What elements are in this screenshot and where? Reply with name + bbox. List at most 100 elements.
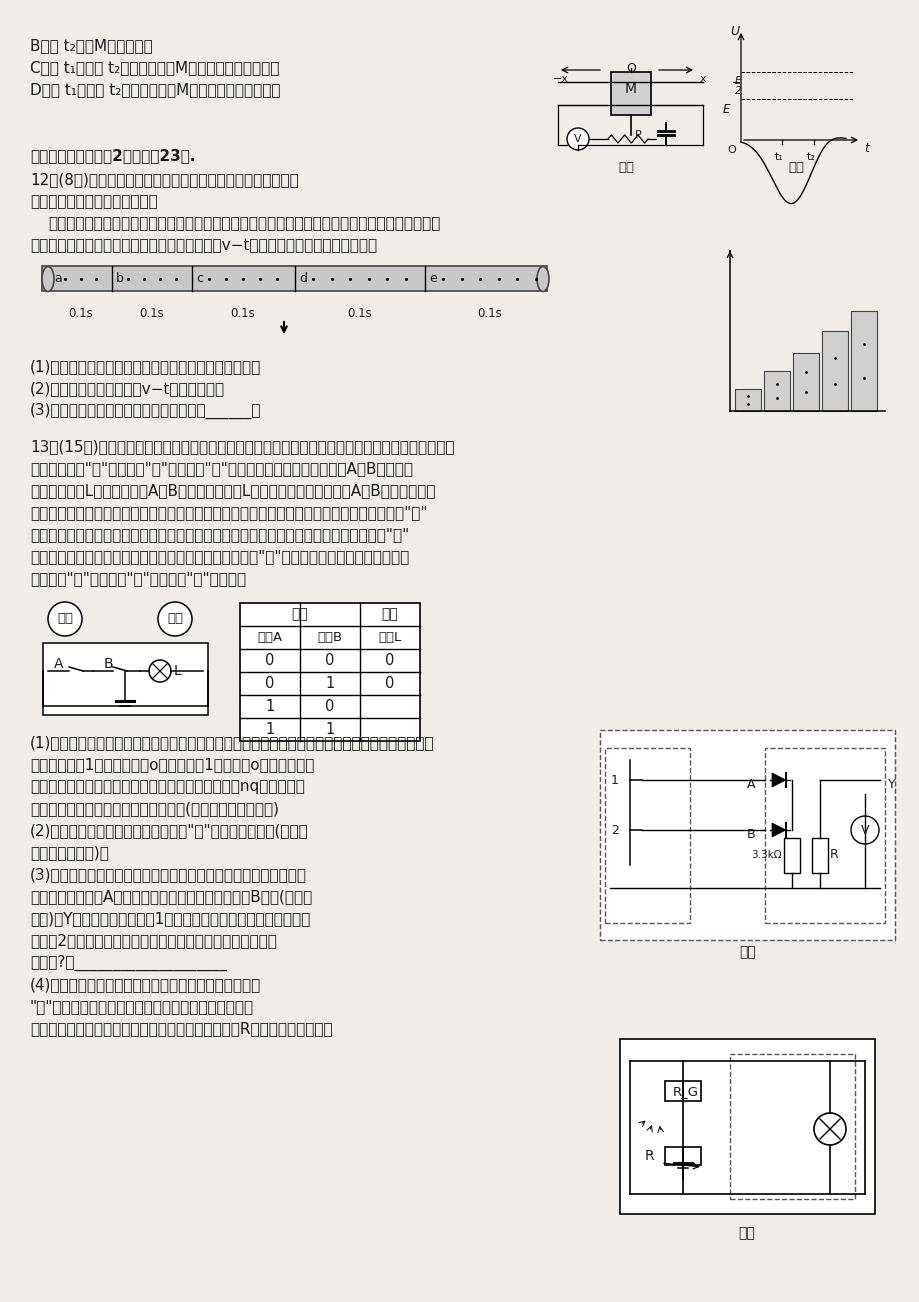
Text: 三、实验题：本题共2小题。共23分.: 三、实验题：本题共2小题。共23分. [30, 148, 196, 163]
Text: 图丙: 图丙 [738, 1226, 754, 1240]
Text: C．在 t₁时刻到 t₂时刻时间内，M的加速度先减小后增大: C．在 t₁时刻到 t₂时刻时间内，M的加速度先减小后增大 [30, 60, 279, 76]
Text: 逻辑关系；输出状态和输入状态呈相反的逻辑关系，叫做"非"逻辑。能实现三种逻辑关系的电: 逻辑关系；输出状态和输入状态呈相反的逻辑关系，叫做"非"逻辑。能实现三种逻辑关系… [30, 549, 409, 564]
Text: 0: 0 [385, 654, 394, 668]
Text: 图乙: 图乙 [788, 161, 803, 174]
Text: 路分别叫"与"门电路、"或"门电路和"非"门电路。: 路分别叫"与"门电路、"或"门电路和"非"门电路。 [30, 572, 246, 586]
Text: 0.1s: 0.1s [69, 307, 93, 320]
Text: 0: 0 [265, 654, 275, 668]
Bar [240, 603, 420, 741]
Text: (4)逻辑电路在电子线路中有着重要的应用。某同学利用: (4)逻辑电路在电子线路中有着重要的应用。某同学利用 [30, 976, 261, 992]
Text: P: P [634, 130, 641, 141]
Text: t₂: t₂ [806, 152, 814, 161]
Text: U: U [730, 25, 739, 38]
Text: B: B [103, 658, 113, 671]
Ellipse shape [42, 267, 54, 292]
Text: M: M [624, 82, 636, 96]
Text: (2)利用图甲中器材，设计一种能表达"或"逻辑关系的电路(画在答: (2)利用图甲中器材，设计一种能表达"或"逻辑关系的电路(画在答 [30, 823, 309, 838]
Text: 2: 2 [610, 823, 618, 836]
Bar [42, 266, 547, 292]
Polygon shape [771, 773, 785, 786]
Text: 1: 1 [610, 773, 618, 786]
Text: 字描述了各种控制条件的组合及其控制结果，这种表nq真值表。根: 字描述了各种控制条件的组合及其控制结果，这种表nq真值表。根 [30, 779, 304, 794]
Text: 条件: 条件 [57, 612, 73, 625]
Text: 0: 0 [265, 676, 275, 691]
Bar [619, 1039, 874, 1213]
Text: 0: 0 [325, 699, 335, 713]
Text: R: R [643, 1148, 653, 1163]
Text: O: O [626, 62, 635, 76]
Text: Y: Y [887, 779, 895, 792]
Bar [811, 838, 827, 874]
Text: 13．(15分)现代数字电路的基本单元是逻辑电路，逻辑电路中最基本的电路叫做门电路。门电路共有: 13．(15分)现代数字电路的基本单元是逻辑电路，逻辑电路中最基本的电路叫做门电… [30, 439, 454, 454]
Text: 12．(8分)某同学做《测定匀变速直线运动的加速度》实验得到: 12．(8分)某同学做《测定匀变速直线运动的加速度》实验得到 [30, 172, 299, 187]
Text: x: x [699, 74, 706, 85]
Text: 让路灯自动接通；天亮了，让路灯自动熄灭。图丙中R是一个光敏电阻，当: 让路灯自动接通；天亮了，让路灯自动熄灭。图丙中R是一个光敏电阻，当 [30, 1021, 333, 1036]
Bar [729, 1055, 854, 1199]
Text: 路，接2时没有电压输入。请判断右边虚线框内表示的是何种: 路，接2时没有电压输入。请判断右边虚线框内表示的是何种 [30, 934, 277, 948]
Text: B: B [745, 828, 754, 841]
Text: 1: 1 [325, 723, 335, 737]
Text: 画出)，Y是输出端。当开关接1时，信号源将一个信号电压接入门电: 画出)，Y是输出端。当开关接1时，信号源将一个信号电压接入门电 [30, 911, 310, 926]
Text: 0.1s: 0.1s [140, 307, 165, 320]
Text: 开关A: 开关A [257, 631, 282, 644]
Text: R_G: R_G [673, 1085, 698, 1098]
Text: d: d [299, 272, 307, 285]
Text: t: t [863, 142, 868, 155]
Text: b: b [116, 272, 124, 285]
Text: (3)实用的门电路是用半导体材料制成的。图乙中左边虚线框内是一: (3)实用的门电路是用半导体材料制成的。图乙中左边虚线框内是一 [30, 867, 307, 881]
Bar [605, 749, 689, 923]
Text: 灯泡L: 灯泡L [378, 631, 402, 644]
Text: 条件: 条件 [291, 608, 308, 621]
Text: −x: −x [552, 74, 568, 85]
Text: 个信号源，准备从A接入门电路，另一个相同的信号从B接入(图中未: 个信号源，准备从A接入门电路，另一个相同的信号从B接入(图中未 [30, 889, 312, 904]
Bar [664, 1147, 700, 1165]
Text: 时间间隔取连续的几段位移，从它们的分界点将纸带剪断，将剪得的几段纸带按图所示顺序贴在坐: 时间间隔取连续的几段位移，从它们的分界点将纸带剪断，将剪得的几段纸带按图所示顺序… [48, 216, 440, 230]
Text: 结果: 结果 [381, 608, 398, 621]
Text: 1: 1 [265, 699, 275, 713]
Text: 三种，分别是"与"门电路、"或"门电路和"非"门电路。如图所示，两个开关A、B串联起来: 三种，分别是"与"门电路、"或"门电路和"非"门电路。如图所示，两个开关A、B串… [30, 461, 413, 477]
Text: 标中，各段紧靠但不重叠，然后可得到一条表示v−t关系的图线，从而求出加速度。: 标中，各段紧靠但不重叠，然后可得到一条表示v−t关系的图线，从而求出加速度。 [30, 238, 377, 253]
Text: E: E [734, 76, 741, 86]
Bar [821, 331, 847, 411]
Text: 0.1s: 0.1s [477, 307, 502, 320]
Text: 0.1s: 0.1s [231, 307, 255, 320]
Bar [734, 389, 760, 411]
Text: R: R [829, 849, 838, 862]
Text: E: E [721, 103, 729, 116]
Bar [664, 1081, 700, 1101]
Text: 0: 0 [325, 654, 335, 668]
Circle shape [158, 602, 192, 635]
Text: 题卡上的方框内)。: 题卡上的方框内)。 [30, 845, 108, 861]
Text: (1)将两个开关的通断及灯泡的亮熄组合起来列在表格中，再用数学语言描述表中的关系，一般把开: (1)将两个开关的通断及灯泡的亮熄组合起来列在表格中，再用数学语言描述表中的关系… [30, 736, 434, 750]
Circle shape [149, 660, 171, 682]
Text: 如图所示的纸带，该同学按相等: 如图所示的纸带，该同学按相等 [30, 194, 157, 210]
Text: 灯三亮是结果。象这样一个事件的几个条件都满足后，该事件才能发生，我们把这种关系叫做"与": 灯三亮是结果。象这样一个事件的几个条件都满足后，该事件才能发生，我们把这种关系叫… [30, 505, 427, 519]
Text: 逻辑关系；如果几个条件中，只要有一个条件得到满足，某事件就会发生，这种关系叫做"或": 逻辑关系；如果几个条件中，只要有一个条件得到满足，某事件就会发生，这种关系叫做"… [30, 527, 409, 542]
Text: O: O [726, 145, 735, 155]
Text: 门电路?答____________________: 门电路?答____________________ [30, 954, 227, 971]
Circle shape [813, 1113, 845, 1144]
Circle shape [48, 602, 82, 635]
Text: "非"门电路设计了一个路灯自动控制门电路。天黑了，: "非"门电路设计了一个路灯自动控制门电路。天黑了， [30, 999, 254, 1014]
Text: D．在 t₁时刻到 t₂时刻时间内，M的加速度先增大后减小: D．在 t₁时刻到 t₂时刻时间内，M的加速度先增大后减小 [30, 82, 280, 98]
Bar [43, 643, 208, 715]
Bar [792, 353, 818, 411]
Text: V: V [573, 134, 581, 145]
Text: L: L [174, 664, 182, 678]
Text: V: V [860, 823, 868, 836]
Circle shape [566, 128, 588, 150]
Text: 据图甲电路，请将此真值表补充完整。(填入答题卡上的表格): 据图甲电路，请将此真值表补充完整。(填入答题卡上的表格) [30, 801, 278, 816]
Text: 0: 0 [385, 676, 394, 691]
Text: 2: 2 [734, 86, 741, 96]
Text: 0.1s: 0.1s [347, 307, 372, 320]
Text: B．在 t₂时刻M的速度为零: B．在 t₂时刻M的速度为零 [30, 38, 153, 53]
Text: 图乙: 图乙 [739, 945, 755, 960]
Polygon shape [771, 823, 785, 837]
Text: A: A [54, 658, 63, 671]
Bar [599, 730, 894, 940]
Text: 关接通定义为1，断开定义为o，灯泡亮为1，熄灭为o。这样就用数: 关接通定义为1，断开定义为o，灯泡亮为1，熄灭为o。这样就用数 [30, 756, 314, 772]
Text: (2)在答题卡图中画出表示v−t关系的图线；: (2)在答题卡图中画出表示v−t关系的图线； [30, 381, 225, 396]
Text: A: A [745, 779, 754, 792]
Bar [610, 72, 651, 115]
Text: 3.3kΩ: 3.3kΩ [751, 850, 781, 861]
